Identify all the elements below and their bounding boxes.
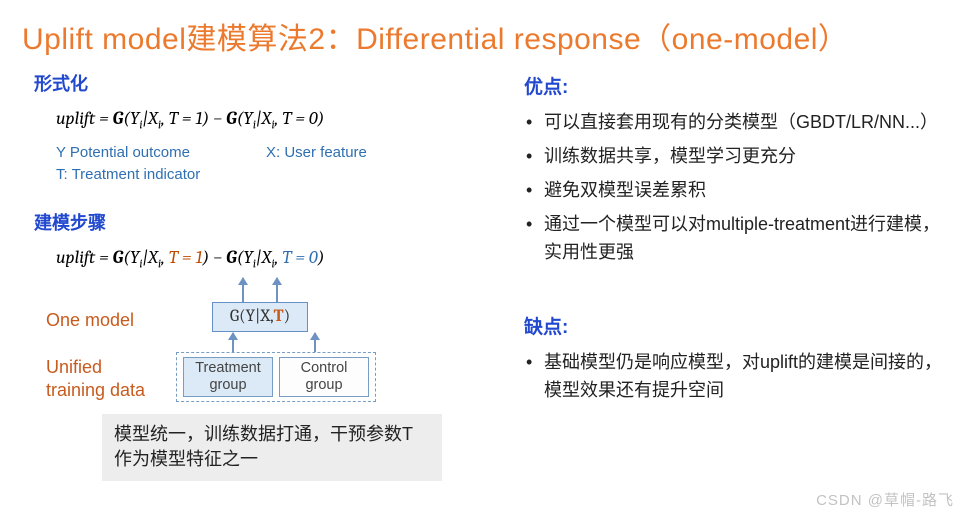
formula-2: uplift = G(Yi|Xi, T = 1) − G(Yi|Xi, T = … xyxy=(34,247,492,271)
disadvantages-header: 缺点: xyxy=(524,312,944,339)
var-y: Y Potential outcome xyxy=(56,142,266,165)
list-item: 通过一个模型可以对multiple-treatment进行建模，实用性更强 xyxy=(524,211,944,267)
formula-1: uplift = G(Yi|Xi, T = 1) − G(Yi|Xi, T = … xyxy=(34,108,492,132)
diagram: One model G(Y|X,T) Unifiedtraining data … xyxy=(34,276,492,476)
training-data-box: Treatment group Control group xyxy=(176,352,376,402)
formalization-header: 形式化 xyxy=(34,70,492,96)
watermark: CSDN @草帽-路飞 xyxy=(816,489,954,510)
list-item: 基础模型仍是响应模型，对uplift的建模是间接的，模型效果还有提升空间 xyxy=(524,349,944,405)
content-area: 形式化 uplift = G(Yi|Xi, T = 1) − G(Yi|Xi, … xyxy=(0,58,968,476)
arrow-icon xyxy=(242,278,244,302)
page-title: Uplift model建模算法2：Differential response（… xyxy=(0,0,968,58)
control-group-box: Control group xyxy=(279,357,369,397)
treatment-group-box: Treatment group xyxy=(183,357,273,397)
list-item: 训练数据共享，模型学习更充分 xyxy=(524,143,944,171)
var-t: T: Treatment indicator xyxy=(56,164,266,187)
var-x: X: User feature xyxy=(266,142,367,165)
model-box: G(Y|X,T) xyxy=(212,302,308,332)
summary-box: 模型统一，训练数据打通，干预参数T作为模型特征之一 xyxy=(102,414,442,480)
arrow-icon xyxy=(314,333,316,352)
variable-definitions: Y Potential outcome T: Treatment indicat… xyxy=(34,142,492,187)
steps-header: 建模步骤 xyxy=(34,209,492,235)
advantages-list: 可以直接套用现有的分类模型（GBDT/LR/NN...） 训练数据共享，模型学习更… xyxy=(524,109,944,266)
unified-data-label: Unifiedtraining data xyxy=(46,356,145,401)
arrow-icon xyxy=(276,278,278,302)
left-column: 形式化 uplift = G(Yi|Xi, T = 1) − G(Yi|Xi, … xyxy=(34,70,492,476)
list-item: 避免双模型误差累积 xyxy=(524,177,944,205)
advantages-header: 优点: xyxy=(524,72,944,99)
disadvantages-list: 基础模型仍是响应模型，对uplift的建模是间接的，模型效果还有提升空间 xyxy=(524,349,944,405)
arrow-icon xyxy=(232,333,234,352)
right-column: 优点: 可以直接套用现有的分类模型（GBDT/LR/NN...） 训练数据共享，模… xyxy=(492,70,944,476)
one-model-label: One model xyxy=(46,310,134,331)
list-item: 可以直接套用现有的分类模型（GBDT/LR/NN...） xyxy=(524,109,944,137)
